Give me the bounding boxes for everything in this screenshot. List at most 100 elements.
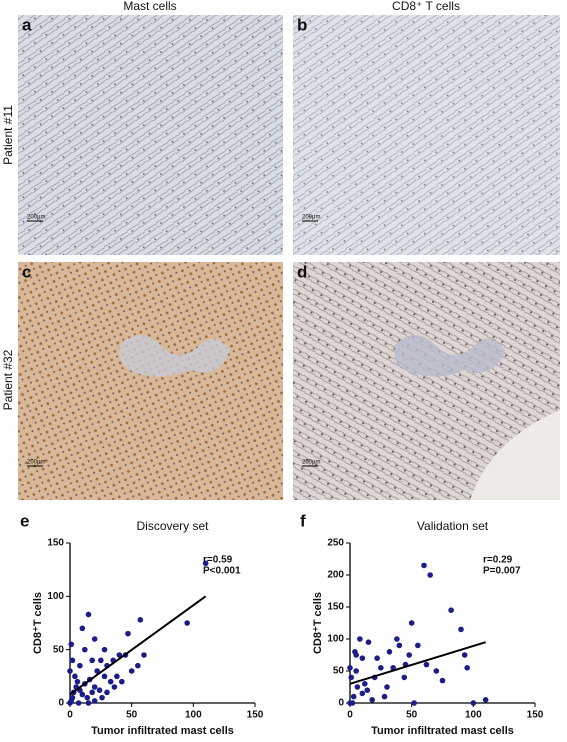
column-title: Mast cells (123, 0, 176, 13)
point (411, 700, 417, 706)
point (91, 636, 98, 642)
panel-letter: d (297, 262, 307, 281)
point (79, 625, 86, 632)
point (135, 662, 141, 669)
y-tick-label: 150 (47, 538, 64, 549)
micrograph (18, 15, 283, 255)
x-tick-label: 100 (465, 710, 482, 721)
point (439, 677, 446, 684)
y-tick-label: 100 (327, 634, 344, 645)
point (96, 687, 103, 693)
annotation: P<0.001 (203, 566, 241, 577)
point (374, 655, 380, 661)
x-tick-label: 0 (347, 710, 353, 721)
point (101, 673, 108, 680)
point (119, 678, 125, 685)
scale-bar-label: 200μm (27, 460, 45, 466)
x-tick-label: 50 (126, 710, 138, 721)
point (114, 673, 120, 680)
point (448, 607, 454, 613)
point (352, 649, 358, 655)
point (347, 665, 353, 671)
point (107, 678, 114, 685)
row-label: Patient #11 (1, 105, 15, 165)
point (406, 652, 413, 658)
point (91, 684, 98, 690)
point (89, 657, 95, 664)
point (348, 674, 355, 681)
scale-bar-label: 200μm (302, 460, 320, 466)
point (386, 649, 393, 655)
point (461, 652, 468, 658)
y-tick-label: 0 (58, 698, 64, 709)
gland (394, 335, 505, 377)
point (381, 693, 388, 700)
y-tick-label: 250 (327, 538, 344, 549)
panel-letter: f (300, 511, 306, 530)
micrograph (18, 262, 283, 500)
scale-bar-label: 200μm (302, 215, 320, 221)
point (85, 611, 92, 618)
point (75, 700, 82, 706)
y-axis-label: CD8⁺T cells (312, 592, 324, 654)
gland (119, 335, 230, 377)
y-axis-label: CD8⁺T cells (32, 592, 44, 654)
point (482, 697, 489, 703)
point (89, 689, 95, 696)
fit-line (69, 595, 207, 696)
point (470, 700, 477, 706)
point (353, 668, 359, 674)
column-title: CD8⁺ T cells (392, 0, 460, 13)
point (350, 693, 357, 700)
background-area (470, 410, 560, 500)
point (98, 657, 104, 664)
point (365, 639, 372, 645)
point (94, 668, 100, 674)
point (415, 642, 421, 649)
y-tick-label: 200 (327, 570, 344, 581)
point (401, 674, 408, 681)
point (354, 684, 361, 690)
point (72, 673, 78, 680)
point (141, 652, 147, 658)
fit-line (349, 641, 486, 685)
micrograph (293, 15, 560, 255)
x-axis-label: Tumor infiltrated mast cells (91, 725, 234, 737)
point (85, 700, 92, 706)
point (427, 572, 433, 578)
point (464, 665, 470, 671)
y-tick-label: 0 (338, 698, 344, 709)
point (357, 636, 363, 642)
point (423, 661, 430, 668)
annotation: r=0.29 (483, 555, 513, 566)
point (74, 678, 81, 685)
point (384, 684, 390, 690)
y-tick-label: 50 (53, 644, 65, 655)
point (359, 655, 366, 661)
point (125, 630, 131, 637)
point (421, 562, 427, 569)
x-tick-label: 100 (185, 710, 202, 721)
point (378, 665, 384, 671)
y-tick-label: 50 (333, 666, 345, 677)
point (362, 681, 368, 687)
chart-title: Validation set (417, 519, 489, 533)
point (99, 694, 105, 701)
y-tick-label: 150 (327, 602, 344, 613)
point (458, 626, 464, 633)
point (77, 662, 83, 669)
x-tick-label: 150 (247, 710, 264, 721)
y-tick-label: 100 (47, 591, 64, 602)
annotation: P=0.007 (483, 566, 521, 577)
point (79, 691, 86, 698)
x-tick-label: 0 (67, 710, 73, 721)
point (82, 646, 88, 653)
point (184, 620, 190, 626)
panel-letter: e (20, 511, 29, 530)
point (84, 694, 91, 701)
chart-title: Discovery set (136, 519, 209, 533)
panel-letter: b (297, 15, 307, 34)
point (67, 700, 73, 706)
point (104, 689, 110, 696)
point (91, 698, 98, 704)
